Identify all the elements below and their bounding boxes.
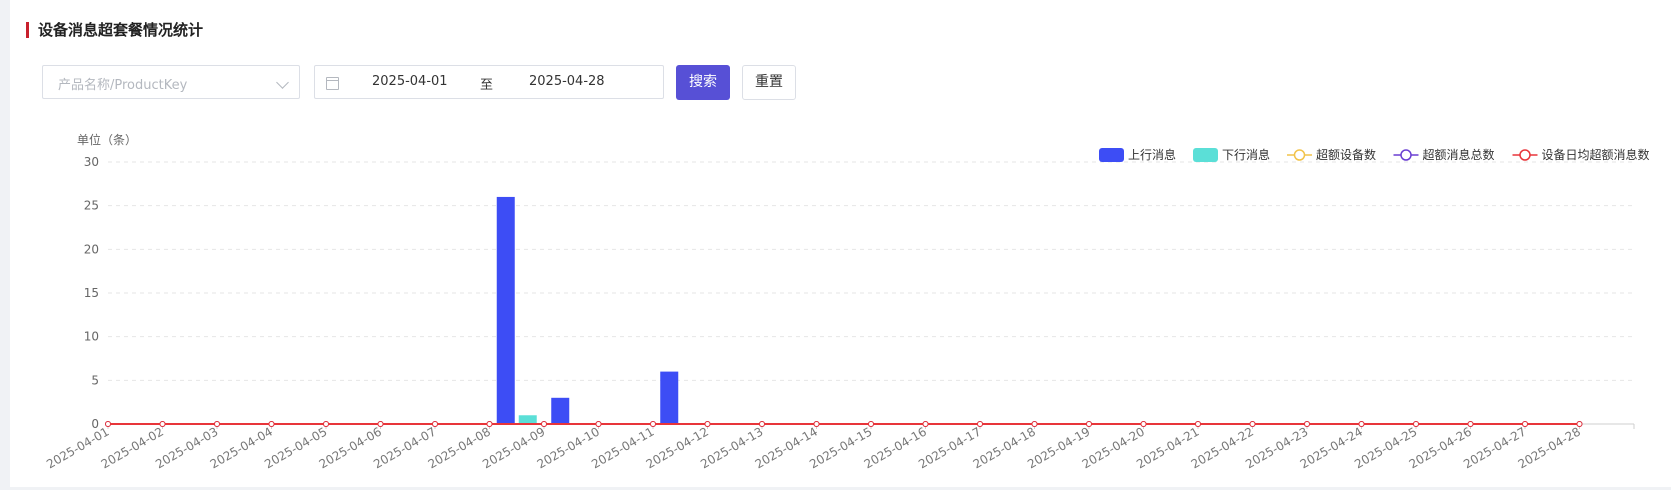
title-accent-bar (26, 22, 29, 38)
legend-swatch[interactable] (1193, 148, 1218, 162)
legend-swatch[interactable] (1099, 148, 1124, 162)
data-point[interactable] (595, 421, 602, 427)
y-tick-label: 15 (84, 286, 99, 300)
legend-label[interactable]: 设备日均超额消息数 (1542, 147, 1650, 162)
bar[interactable] (551, 397, 570, 424)
end-date-input[interactable]: 2025-04-28 (529, 74, 605, 89)
bar[interactable] (518, 415, 537, 424)
data-point[interactable] (1358, 421, 1365, 427)
calendar-icon (326, 77, 339, 90)
data-point[interactable] (377, 421, 384, 427)
y-tick-label: 25 (84, 199, 99, 213)
data-point[interactable] (541, 421, 547, 427)
data-point[interactable] (486, 421, 493, 427)
date-range-separator: 至 (480, 78, 494, 93)
start-date-input[interactable]: 2025-04-01 (372, 74, 448, 89)
data-point[interactable] (159, 421, 166, 427)
y-tick-label: 20 (84, 242, 99, 256)
y-tick-label: 30 (84, 155, 99, 169)
legend-label[interactable]: 超额消息总数 (1423, 147, 1495, 162)
data-point[interactable] (105, 421, 111, 427)
reset-button[interactable]: 重置 (742, 65, 796, 100)
data-point[interactable] (1195, 421, 1201, 427)
data-point[interactable] (704, 421, 711, 427)
legend-marker[interactable] (1400, 149, 1412, 161)
statistics-card: 设备消息超套餐情况统计 产品名称/ProductKey 2025-04-01 至… (10, 0, 1671, 487)
x-tick-label: 2025-04-28 (1516, 424, 1583, 471)
y-tick-label: 5 (91, 373, 99, 387)
product-select[interactable]: 产品名称/ProductKey (42, 65, 300, 99)
data-point[interactable] (759, 421, 765, 427)
product-select-placeholder: 产品名称/ProductKey (58, 78, 188, 93)
bar[interactable] (660, 371, 679, 424)
page-title: 设备消息超套餐情况统计 (38, 21, 204, 39)
y-tick-label: 10 (84, 330, 99, 344)
data-point[interactable] (977, 421, 983, 427)
legend-marker[interactable] (1293, 149, 1306, 161)
legend-label[interactable]: 下行消息 (1222, 147, 1270, 162)
data-point[interactable] (1522, 421, 1528, 427)
data-point[interactable] (922, 421, 929, 427)
data-point[interactable] (1304, 421, 1310, 427)
data-point[interactable] (813, 421, 820, 427)
data-point[interactable] (268, 421, 275, 427)
data-point[interactable] (1576, 421, 1583, 427)
data-point[interactable] (214, 421, 220, 427)
legend-label[interactable]: 上行消息 (1128, 147, 1176, 162)
y-axis-unit-label: 单位（条） (77, 132, 137, 147)
data-point[interactable] (1413, 421, 1419, 427)
legend-label[interactable]: 超额设备数 (1316, 147, 1376, 162)
y-tick-label: 0 (91, 417, 99, 431)
data-point[interactable] (1086, 421, 1092, 427)
data-point[interactable] (432, 421, 438, 427)
data-point[interactable] (1249, 421, 1256, 427)
message-chart: 单位（条）0510152025302025-04-012025-04-02202… (44, 132, 1650, 471)
bar[interactable] (496, 196, 515, 424)
data-point[interactable] (650, 421, 656, 427)
date-range-picker[interactable]: 2025-04-01 至 2025-04-28 (314, 65, 664, 99)
data-point[interactable] (1140, 421, 1147, 427)
data-point[interactable] (1031, 421, 1038, 427)
data-point[interactable] (323, 421, 329, 427)
legend-marker[interactable] (1519, 149, 1531, 161)
search-button[interactable]: 搜索 (676, 65, 730, 100)
data-point[interactable] (868, 421, 874, 427)
data-point[interactable] (1467, 421, 1474, 427)
